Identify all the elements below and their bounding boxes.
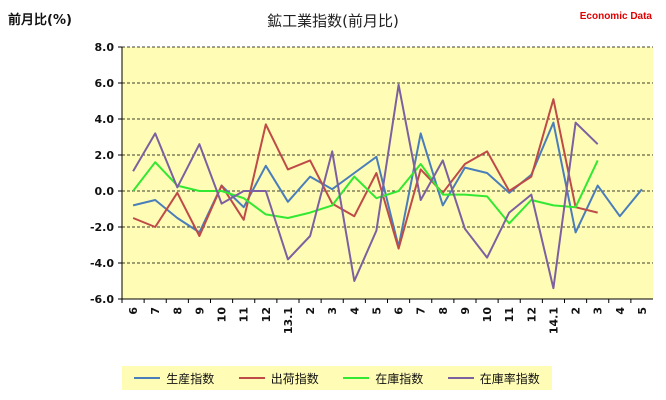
y-axis-title: 前月比(%) [8, 13, 72, 28]
x-tick-label: 12 [260, 307, 273, 322]
x-tick-label: 3 [592, 307, 605, 315]
y-tick-label: 6.0 [95, 77, 115, 90]
brand-label: Economic Data [579, 11, 652, 22]
legend-item-4: 在庫率指数 [447, 370, 540, 387]
y-tick-label: 8.0 [95, 41, 115, 54]
x-tick-label: 8 [437, 307, 450, 315]
x-tick-label: 7 [415, 307, 428, 315]
legend-label: 出荷指数 [270, 371, 319, 386]
y-tick-label: -6.0 [90, 293, 114, 306]
x-tick-label: 9 [193, 307, 206, 315]
plot-area [122, 47, 653, 299]
legend-label: 在庫指数 [375, 371, 424, 386]
y-tick-label: -2.0 [90, 221, 114, 234]
x-tick-label: 6 [393, 307, 406, 315]
chart-legend: 生産指数 出荷指数 在庫指数 在庫率指数 [122, 366, 552, 390]
x-tick-label: 3 [326, 307, 339, 315]
y-tick-label: 0.0 [95, 185, 115, 198]
series-line-3 [132, 159, 599, 225]
x-tick-label: 2 [304, 307, 317, 315]
x-tick-label: 5 [636, 307, 649, 315]
y-tick-label: -4.0 [90, 257, 114, 270]
x-tick-label: 13.1 [282, 307, 295, 334]
x-tick-label: 10 [216, 307, 229, 323]
legend-label: 在庫率指数 [479, 371, 540, 386]
x-tick-label: 5 [370, 307, 383, 315]
x-tick-label: 10 [481, 307, 494, 323]
legend-item-2: 出荷指数 [238, 370, 319, 387]
legend-item-1: 生産指数 [134, 370, 214, 387]
x-tick-label: 4 [614, 307, 627, 315]
legend-item-3: 在庫指数 [343, 370, 423, 387]
y-tick-label: 2.0 [95, 149, 115, 162]
chart-title: 鉱工業指数(前月比) [267, 12, 399, 30]
series-line-4 [132, 83, 599, 290]
line-chart: 8.0 6.0 4.0 2.0 0.0 -2.0 -4.0 -6.0 6 7 8 9 10 11 12 13.… [90, 41, 653, 334]
legend-swatch [447, 377, 474, 379]
x-tick-label: 14.1 [547, 307, 560, 334]
series-line-2 [132, 98, 598, 250]
y-tick-label: 4.0 [95, 113, 115, 126]
x-tick-label: 11 [238, 307, 251, 322]
legend-swatch [343, 377, 370, 379]
x-tick-label: 12 [525, 307, 538, 322]
x-tick-label: 4 [348, 307, 361, 315]
x-tick-label: 2 [570, 307, 583, 315]
legend-swatch [238, 377, 265, 379]
x-tick-label: 8 [171, 307, 184, 315]
x-tick-label: 9 [459, 307, 472, 315]
x-tick-label: 7 [149, 307, 162, 315]
x-tick-label: 6 [127, 307, 140, 315]
legend-swatch [134, 377, 161, 379]
x-tick-label: 11 [503, 307, 516, 322]
legend-label: 生産指数 [166, 371, 215, 386]
